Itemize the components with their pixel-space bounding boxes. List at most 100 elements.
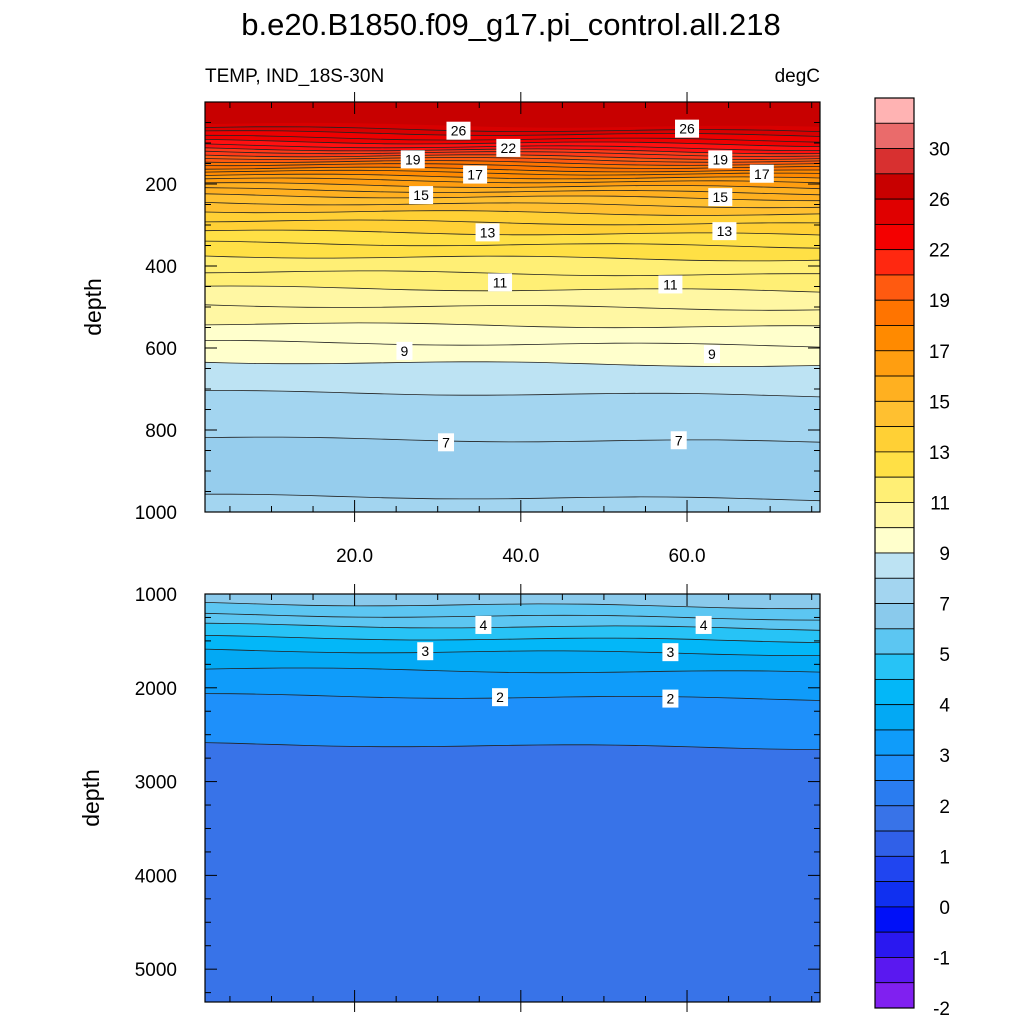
colorbar-box <box>874 249 915 276</box>
colorbar-label: 30 <box>929 140 950 161</box>
contour-label-box <box>396 341 413 360</box>
contour-label-text: 19 <box>712 151 728 167</box>
contour-label-box <box>488 273 513 292</box>
contour-label-text: 2 <box>667 691 675 707</box>
colorbar-box <box>874 603 915 630</box>
chart-title: b.e20.B1850.f09_g17.pi_control.all.218 <box>241 7 781 42</box>
y-tick-label: 3000 <box>135 773 177 794</box>
contour-line <box>205 493 821 502</box>
contour-label-text: 15 <box>413 187 429 203</box>
colorbar-box <box>874 502 915 529</box>
y-tick-label: 1000 <box>135 503 177 524</box>
plot-frame <box>204 593 821 1003</box>
colorbar-box <box>874 426 915 453</box>
contour-label-box <box>446 121 471 140</box>
colorbar-box <box>874 628 915 655</box>
contour-label-box <box>438 433 455 452</box>
contour-label-box <box>712 222 737 241</box>
contour-line <box>204 361 821 367</box>
contour-label-text: 7 <box>675 432 683 448</box>
colorbar-label: 26 <box>929 190 950 211</box>
contour-label: 9 <box>396 341 413 360</box>
contour-label-text: 26 <box>451 123 467 139</box>
y-tick-label: 1000 <box>135 585 177 606</box>
colorbar-box <box>874 299 915 326</box>
lower-panel: 1000 2000 3000 4000 5000 4 4 3 3 2 2 <box>135 584 821 1012</box>
contour-line <box>204 169 821 176</box>
colorbar-frame <box>874 97 915 1009</box>
colorbar-box <box>874 325 915 352</box>
contour-line <box>204 742 821 750</box>
contour-line <box>204 270 820 277</box>
contour-label-text: 13 <box>480 224 496 240</box>
upper-y-axis-label: depth <box>80 278 106 336</box>
colorbar-box <box>874 274 915 301</box>
colorbar-label: 5 <box>939 645 950 666</box>
contour-band <box>205 594 820 609</box>
upper-panel: 200 400 600 800 1000 20.0 40.0 60.0 26 26 22 19 19 17… <box>135 92 821 567</box>
colorbar-box <box>874 881 915 908</box>
contour-label-text: 15 <box>712 189 728 205</box>
contour-label: 22 <box>496 138 521 157</box>
colorbar-box <box>874 223 915 251</box>
contour-line <box>204 648 820 656</box>
contour-label-text: 9 <box>401 343 409 359</box>
contour-line <box>204 255 821 262</box>
colorbar-box <box>874 476 915 503</box>
contour-label-text: 3 <box>421 643 429 659</box>
y-tick-label: 400 <box>145 257 177 278</box>
colorbar-box <box>874 527 915 554</box>
y-tick-label: 5000 <box>135 960 177 981</box>
contour-line <box>204 210 821 216</box>
colorbar-label: -2 <box>933 999 950 1020</box>
contour-label-box <box>492 688 509 707</box>
x-tick-label: 20.0 <box>336 546 373 567</box>
contour-label-box <box>400 150 425 169</box>
contour-label: 26 <box>446 121 471 140</box>
contour-label: 13 <box>712 222 737 241</box>
colorbar-label: 7 <box>939 595 950 616</box>
contour-label-box <box>708 150 733 169</box>
colorbar-label: 17 <box>929 342 950 363</box>
contour-label-box <box>496 138 521 157</box>
colorbar-label: 9 <box>939 544 950 565</box>
contour-label-text: 3 <box>667 644 675 660</box>
y-tick-label: 4000 <box>135 866 177 887</box>
contour-label-box <box>695 615 712 634</box>
contour-label: 7 <box>438 433 455 452</box>
contour-line <box>204 304 821 311</box>
colorbar-box <box>874 173 915 200</box>
contour-line <box>204 126 821 132</box>
colorbar-label: 15 <box>929 392 950 413</box>
contour-label-text: 17 <box>754 166 770 182</box>
colorbar-box <box>874 400 915 428</box>
colorbar-box <box>874 780 915 807</box>
contour-label-box <box>463 165 488 184</box>
contour-line <box>204 173 821 180</box>
contour-line <box>205 390 821 398</box>
contour-label: 4 <box>475 615 492 634</box>
contour-band <box>205 102 820 128</box>
contour-label-box <box>475 615 492 634</box>
y-tick-label: 600 <box>145 339 177 360</box>
contour-label-box <box>662 689 679 708</box>
contour-label-text: 4 <box>480 617 488 633</box>
contour-label-text: 22 <box>501 140 517 156</box>
contour-label-text: 11 <box>663 276 678 292</box>
colorbar-box <box>874 704 915 731</box>
contour-label: 17 <box>463 165 488 184</box>
contour-line <box>204 667 821 674</box>
colorbar-box <box>874 729 915 756</box>
colorbar-label: -1 <box>933 948 950 969</box>
colorbar-label: 11 <box>930 493 950 514</box>
contour-label-box <box>662 643 679 662</box>
contour-label-text: 2 <box>496 689 504 705</box>
contour-label-box <box>670 431 687 450</box>
contour-label: 15 <box>708 188 733 207</box>
contour-label-box <box>675 119 700 138</box>
colorbar-box <box>874 97 915 124</box>
x-tick-label: 40.0 <box>502 546 539 567</box>
colorbar-box <box>874 577 915 604</box>
contour-line <box>204 602 821 610</box>
